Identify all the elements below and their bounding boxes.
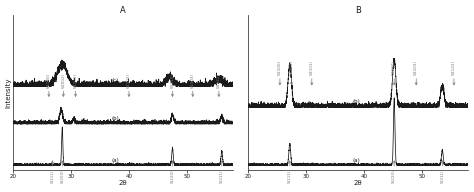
Text: W(103): W(103): [191, 73, 195, 88]
Text: S(311): S(311): [220, 169, 224, 183]
Text: W(102): W(102): [127, 73, 131, 88]
Text: W(002): W(002): [290, 60, 293, 75]
Text: W(101): W(101): [73, 73, 78, 88]
Text: S(220): S(220): [171, 169, 174, 183]
Text: S(200): S(200): [60, 169, 64, 183]
Title: A: A: [120, 6, 126, 15]
Text: W(122): W(122): [452, 60, 456, 75]
X-axis label: 2θ: 2θ: [119, 180, 128, 186]
Text: W(110): W(110): [171, 73, 174, 88]
Text: W(101): W(101): [310, 60, 314, 75]
Text: S(220): S(220): [392, 169, 396, 183]
Text: (b): (b): [111, 116, 119, 121]
Text: (a): (a): [111, 158, 119, 163]
Text: W(002): W(002): [62, 73, 65, 88]
Text: W(122): W(122): [217, 73, 221, 88]
Text: (a): (a): [353, 158, 360, 163]
Title: B: B: [356, 6, 361, 15]
Text: W(110): W(110): [392, 60, 396, 75]
Text: S(311): S(311): [440, 169, 444, 183]
Text: W(103): W(103): [414, 60, 418, 75]
Text: S(111): S(111): [50, 169, 55, 183]
X-axis label: 2θ: 2θ: [354, 180, 363, 186]
Text: S(111): S(111): [288, 169, 292, 183]
Y-axis label: Intensity: Intensity: [6, 77, 11, 108]
Text: (b): (b): [353, 99, 360, 104]
Text: W(100): W(100): [47, 73, 51, 88]
Text: (c): (c): [111, 78, 119, 83]
Text: W(100): W(100): [278, 60, 282, 75]
